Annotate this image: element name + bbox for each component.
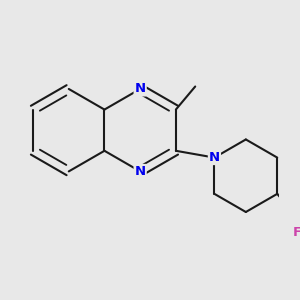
Text: N: N [135,165,146,178]
Text: F: F [292,226,300,239]
Text: N: N [209,151,220,164]
Text: N: N [135,82,146,95]
